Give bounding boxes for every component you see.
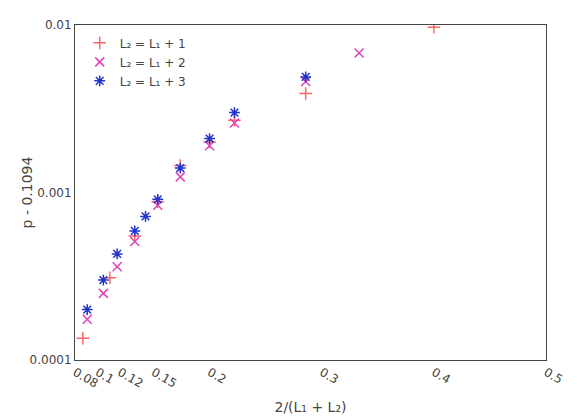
svg-text:0.1: 0.1: [93, 365, 117, 387]
svg-text:L₂ = L₁ + 3: L₂ = L₁ + 3: [120, 75, 186, 89]
svg-text:0.08: 0.08: [71, 365, 101, 390]
svg-text:0.15: 0.15: [149, 365, 179, 390]
svg-text:0.4: 0.4: [429, 365, 453, 387]
svg-text:L₂ = L₁ + 1: L₂ = L₁ + 1: [120, 37, 186, 51]
svg-text:0.3: 0.3: [317, 365, 341, 387]
svg-text:0.01: 0.01: [45, 18, 72, 32]
svg-text:0.12: 0.12: [115, 365, 145, 390]
svg-text:p - 0.1094: p - 0.1094: [19, 156, 35, 228]
svg-text:0.5: 0.5: [542, 365, 566, 387]
svg-text:0.2: 0.2: [205, 365, 229, 387]
svg-text:L₂ = L₁ + 2: L₂ = L₁ + 2: [120, 56, 186, 70]
svg-text:0.0001: 0.0001: [30, 353, 72, 367]
svg-text:0.001: 0.001: [37, 186, 71, 200]
svg-text:2/(L₁ + L₂): 2/(L₁ + L₂): [274, 399, 346, 415]
